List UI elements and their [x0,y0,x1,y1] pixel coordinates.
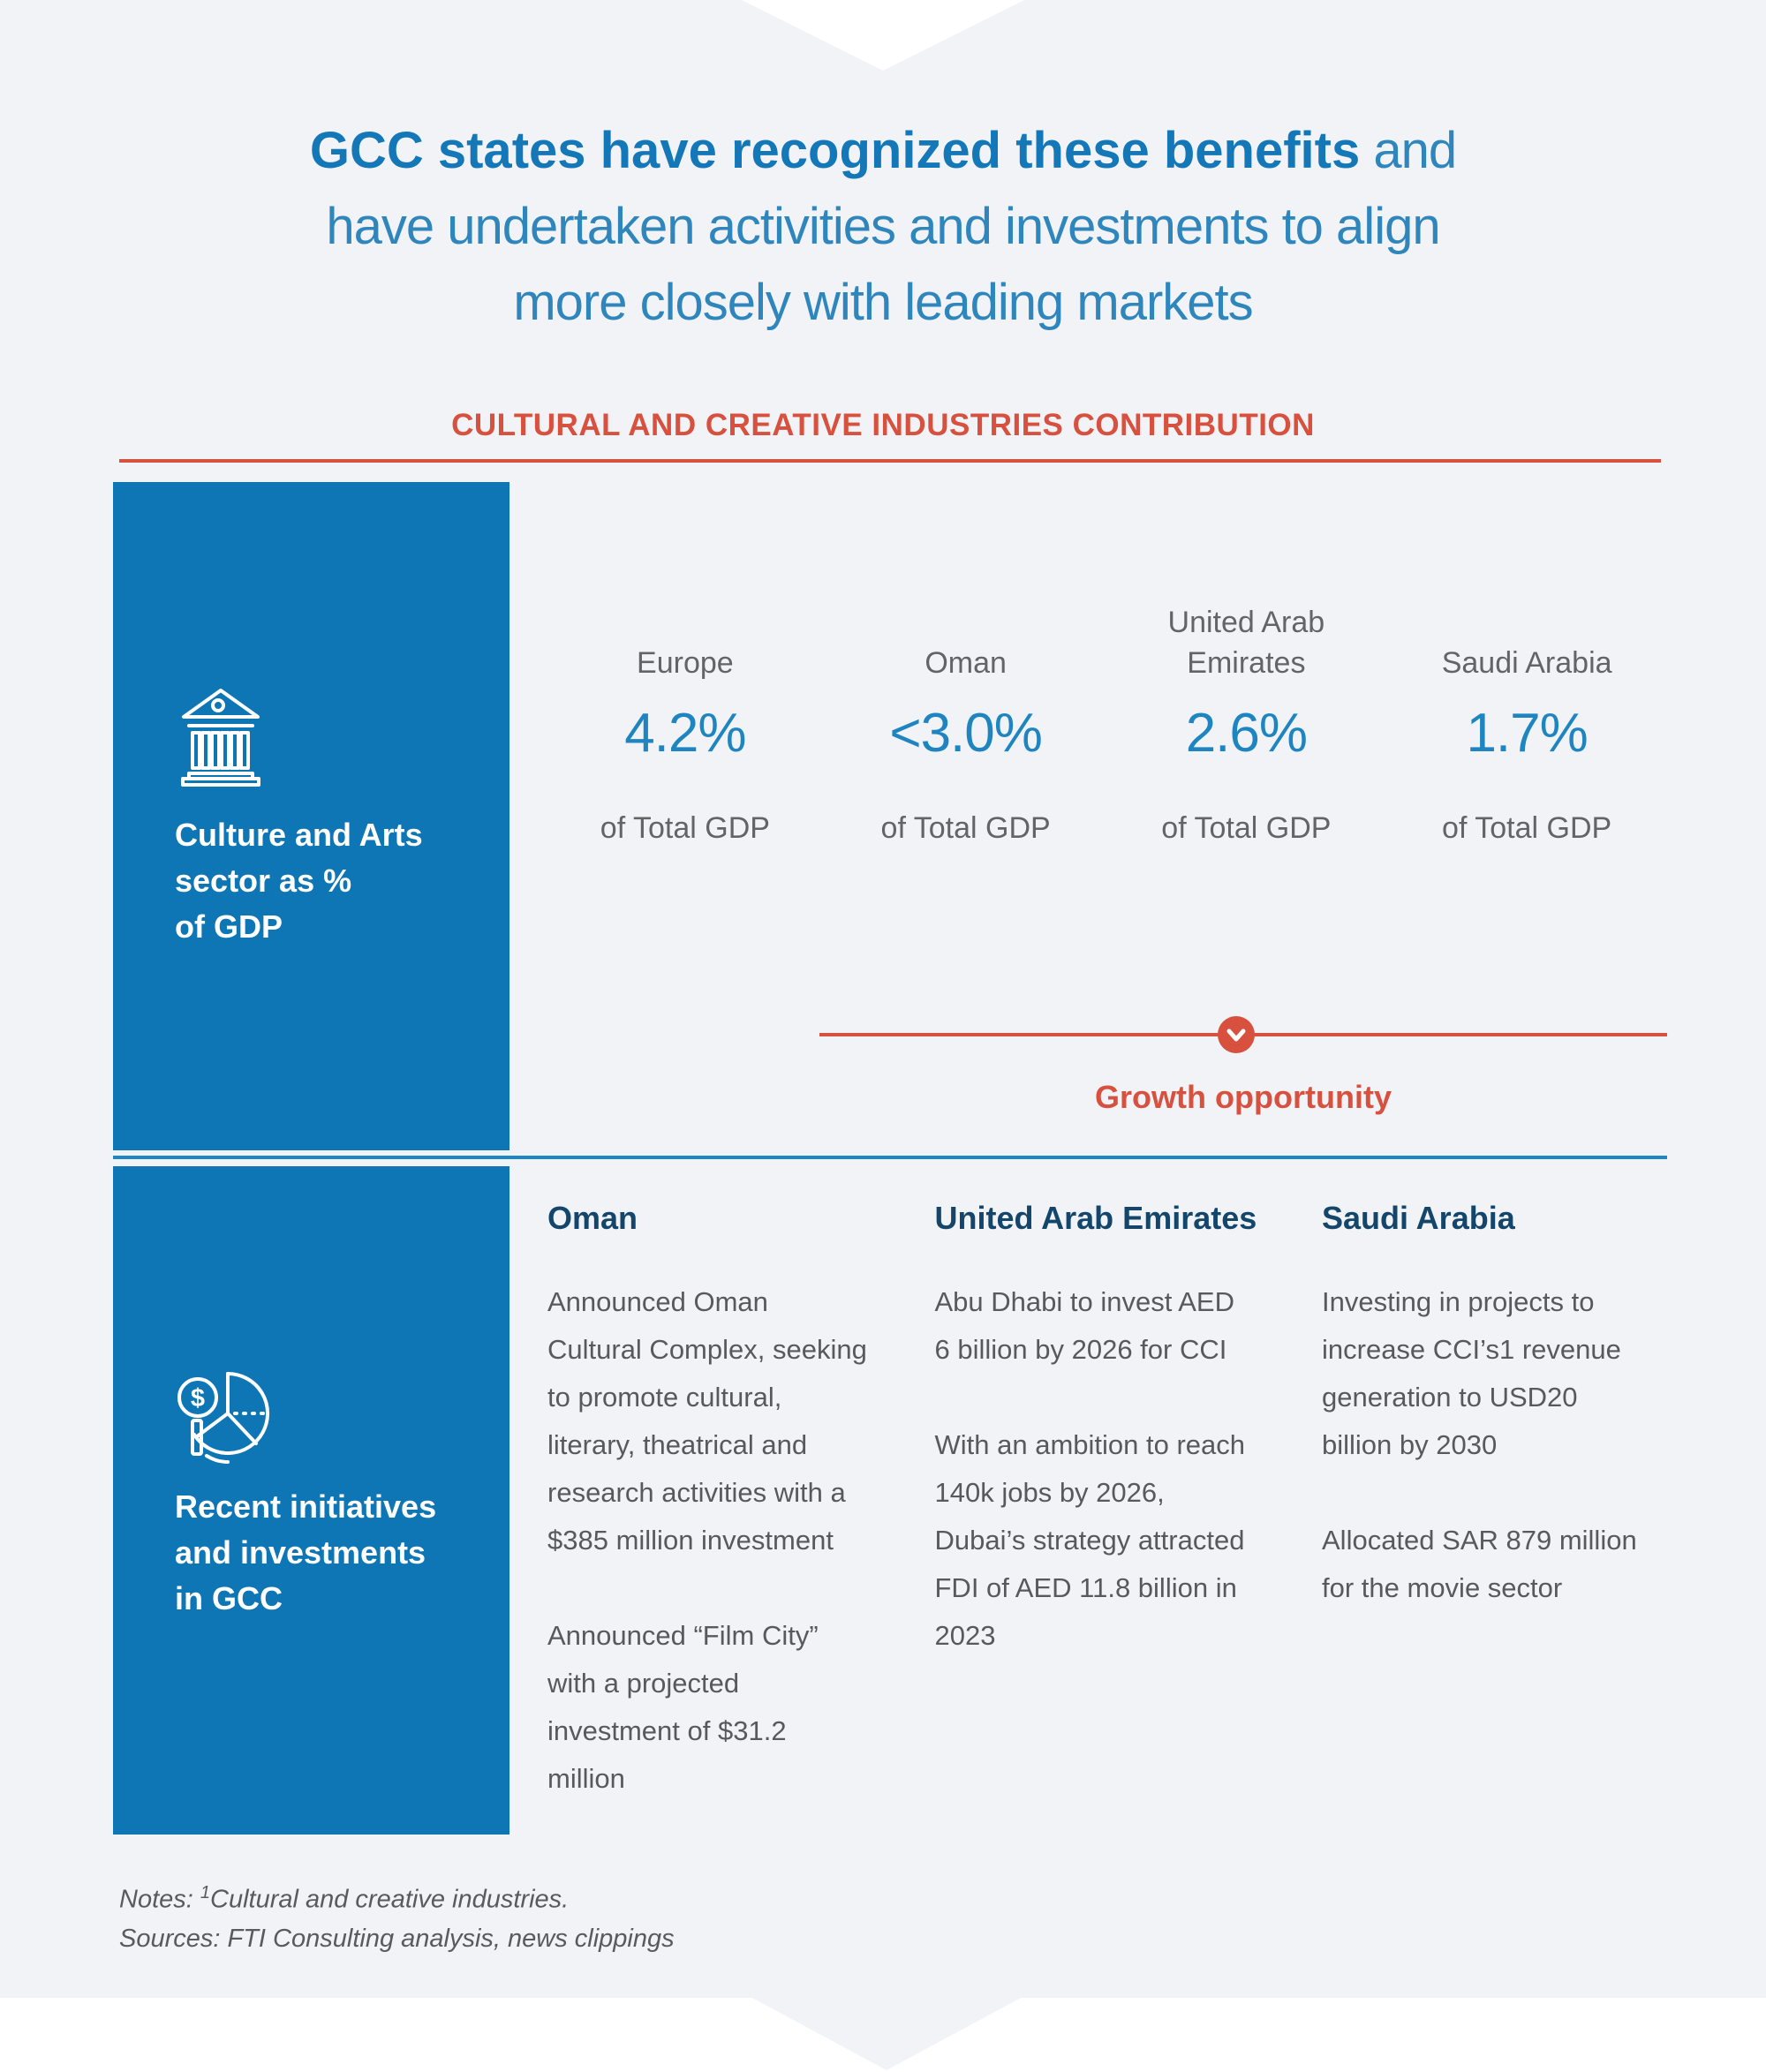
page-title-line3: more closely with leading markets [513,274,1253,331]
column-uae: United Arab Emirates Abu Dhabi to invest… [935,1199,1257,1803]
row2-panel-label-line1: Recent initiatives [175,1488,437,1525]
blue-divider-line [113,1156,1667,1159]
gdp-stats: Europe 4.2% of Total GDP Oman <3.0% of T… [545,482,1667,848]
stat-country: United Arab Emirates [1167,606,1325,680]
row1-side-panel: Culture and Arts sector as % of GDP [113,482,509,1150]
growth-opportunity-label: Growth opportunity [1095,1079,1392,1115]
column-paragraph: With an ambition to reach 140k jobs by 2… [934,1429,1246,1651]
row1-panel-label: Culture and Arts sector as % of GDP [175,812,423,950]
stat-value: 1.7% [1466,703,1588,764]
museum-icon [175,687,268,787]
column-paragraph: Investing in projects to increase CCI’s1… [1322,1286,1621,1460]
stat-value: 4.2% [624,703,746,764]
notes-text: Cultural and creative industries. [210,1885,570,1914]
chevron-down-icon [1218,1016,1255,1053]
column-paragraph: Abu Dhabi to invest AED 6 billion by 202… [934,1286,1234,1365]
page-title-bold: GCC states have recognized these benefit… [309,122,1361,179]
initiatives-columns: Oman Announced Oman Cultural Complex, se… [547,1199,1644,1803]
stat-column-europe: Europe 4.2% of Total GDP [545,482,826,848]
column-header: Saudi Arabia [1322,1200,1515,1236]
notes-superscript: 1 [200,1883,210,1902]
stat-caption: of Total GDP [600,811,770,845]
stat-country: Saudi Arabia [1441,646,1612,680]
row1-panel-label-line3: of GDP [175,908,283,945]
section-heading: CULTURAL AND CREATIVE INDUSTRIES CONTRIB… [451,408,1315,442]
svg-text:$: $ [191,1384,205,1413]
row1-panel-label-line2: sector as % [175,863,352,899]
column-saudi-arabia: Saudi Arabia Investing in projects to in… [1322,1199,1644,1803]
investment-analysis-icon: $ [171,1362,274,1468]
sources-line: Sources: FTI Consulting analysis, news c… [119,1924,675,1953]
red-divider-line [119,459,1661,463]
page-title-light: and [1360,122,1457,179]
column-paragraph: Announced “Film City” with a projected i… [547,1620,819,1794]
notes-label: Notes: [119,1885,200,1914]
stat-value: <3.0% [889,703,1043,764]
page-title: GCC states have recognized these benefit… [0,113,1766,341]
bottom-section-notch [752,1998,1021,2070]
page-title-line1: GCC states have recognized these benefit… [0,113,1766,189]
stat-column-saudi-arabia: Saudi Arabia 1.7% of Total GDP [1386,482,1667,848]
footnotes: Notes: 1Cultural and creative industries… [119,1873,675,1958]
stat-column-uae: United Arab Emirates 2.6% of Total GDP [1106,482,1387,848]
column-header: United Arab Emirates [934,1200,1257,1236]
column-paragraph: Announced Oman Cultural Complex, seeking… [547,1286,867,1556]
top-section-notch [742,0,1024,71]
row2-panel-label: Recent initiatives and investments in GC… [175,1484,436,1622]
column-paragraph: Allocated SAR 879 million for the movie … [1322,1525,1637,1603]
stat-country: Europe [637,646,734,680]
column-oman: Oman Announced Oman Cultural Complex, se… [547,1199,870,1803]
row2-panel-label-line2: and investments [175,1534,426,1571]
stat-value: 2.6% [1185,703,1308,764]
row2-panel-label-line3: in GCC [175,1580,283,1616]
row1-panel-label-line1: Culture and Arts [175,817,423,853]
page-title-line2: have undertaken activities and investmen… [326,198,1440,255]
row2-side-panel: $ Recent initiatives and investments in … [113,1166,509,1835]
stat-caption: of Total GDP [1161,811,1332,845]
column-header: Oman [547,1200,638,1236]
stat-caption: of Total GDP [880,811,1051,845]
stat-country: Oman [925,646,1007,680]
stat-column-oman: Oman <3.0% of Total GDP [826,482,1106,848]
stat-caption: of Total GDP [1442,811,1612,845]
notes-line: Notes: 1Cultural and creative industries… [119,1873,675,1919]
